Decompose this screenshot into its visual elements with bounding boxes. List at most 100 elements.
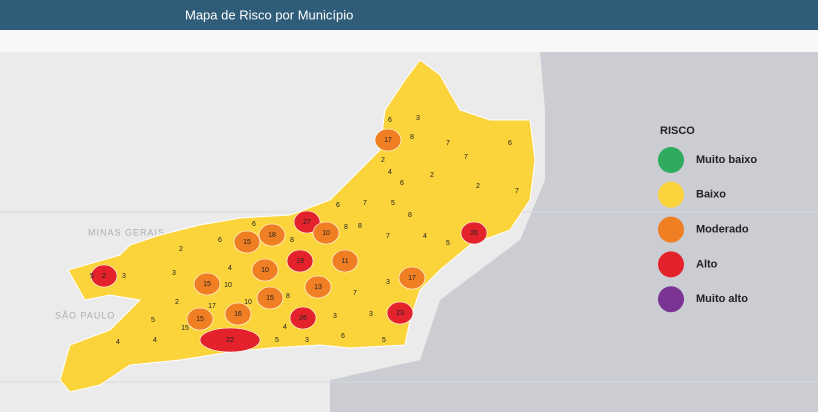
header-title: Mapa de Risco por Município bbox=[185, 7, 353, 22]
legend-title: RISCO bbox=[660, 125, 695, 137]
legend-label: Moderado bbox=[696, 224, 749, 236]
municipality-value: 2 bbox=[179, 246, 183, 253]
ocean bbox=[330, 52, 818, 412]
municipality-value: 22 bbox=[226, 337, 234, 344]
municipality-value: 3 bbox=[416, 115, 420, 122]
municipality-value: 8 bbox=[408, 212, 412, 219]
municipality-value: 3 bbox=[172, 270, 176, 277]
municipality-value: 3 bbox=[386, 279, 390, 286]
municipality-value: 26 bbox=[470, 230, 478, 237]
municipality-value: 13 bbox=[314, 284, 322, 291]
legend: Muito baixo Baixo Moderado Alto Muito alto bbox=[658, 147, 757, 313]
risk-area bbox=[460, 221, 488, 245]
municipality-value: 7 bbox=[386, 233, 390, 240]
municipality-value: 3 bbox=[305, 337, 309, 344]
legend-label: Muito baixo bbox=[696, 154, 757, 166]
municipality-value: 7 bbox=[363, 200, 367, 207]
risk-area bbox=[258, 223, 286, 247]
municipality-value: 3 bbox=[122, 273, 126, 280]
municipality-value: 4 bbox=[388, 169, 392, 176]
municipality-value: 8 bbox=[344, 224, 348, 231]
legend-label: Alto bbox=[696, 258, 718, 270]
municipality-value: 3 bbox=[369, 311, 373, 318]
municipality-value: 6 bbox=[341, 333, 345, 340]
risk-area bbox=[193, 272, 221, 296]
municipality-value: 10 bbox=[322, 230, 330, 237]
municipality-value: 4 bbox=[228, 265, 232, 272]
municipality-value: 2 bbox=[102, 273, 106, 280]
municipality-value: 15 bbox=[181, 325, 189, 332]
municipality-value: 8 bbox=[358, 223, 362, 230]
risk-area bbox=[289, 306, 317, 330]
risk-area bbox=[199, 327, 261, 353]
legend-swatch bbox=[658, 251, 684, 278]
municipality-value: 2 bbox=[476, 183, 480, 190]
municipality-value: 2 bbox=[381, 157, 385, 164]
municipality-value: 5 bbox=[275, 337, 279, 344]
municipality-value: 11 bbox=[341, 258, 348, 265]
region-label: MINAS GERAIS bbox=[88, 227, 165, 237]
legend-label: Baixo bbox=[696, 189, 726, 201]
risk-area bbox=[186, 307, 214, 331]
municipality-value: 7 bbox=[464, 154, 468, 161]
risk-area bbox=[224, 302, 252, 326]
municipality-value: 5 bbox=[151, 317, 155, 324]
municipality-value: 3 bbox=[333, 313, 337, 320]
risk-area bbox=[304, 275, 332, 299]
municipality-value: 4 bbox=[116, 339, 120, 346]
municipality-value: 5 bbox=[90, 273, 94, 280]
municipality-value: 5 bbox=[446, 240, 450, 247]
municipality-value: 6 bbox=[508, 140, 512, 147]
risk-area bbox=[286, 249, 314, 273]
municipality-value: 7 bbox=[515, 188, 519, 195]
municipality-value: 15 bbox=[243, 239, 251, 246]
risk-area bbox=[386, 301, 414, 325]
header-bar bbox=[0, 0, 818, 30]
risk-area bbox=[256, 286, 284, 310]
municipality-value: 27 bbox=[303, 219, 311, 226]
region-label: SÃO PAULO bbox=[55, 310, 115, 320]
risk-area bbox=[398, 266, 426, 290]
risk-area bbox=[374, 128, 402, 152]
municipality-value: 23 bbox=[396, 310, 404, 317]
legend-swatch bbox=[658, 181, 684, 208]
municipality-value: 16 bbox=[234, 311, 242, 318]
municipality-value: 7 bbox=[353, 290, 357, 297]
legend-swatch bbox=[658, 216, 684, 243]
risk-area bbox=[312, 221, 340, 245]
municipality-value: 8 bbox=[286, 293, 290, 300]
municipality-value: 6 bbox=[336, 202, 340, 209]
municipality-value: 7 bbox=[446, 140, 450, 147]
risk-area bbox=[293, 210, 321, 234]
municipality-value: 2 bbox=[430, 172, 434, 179]
municipality-value: 10 bbox=[224, 282, 232, 289]
municipality-value: 6 bbox=[388, 117, 392, 124]
municipality-value: 6 bbox=[400, 180, 404, 187]
municipality-value: 4 bbox=[423, 233, 427, 240]
municipality-value: 26 bbox=[299, 315, 307, 322]
risk-area bbox=[251, 258, 279, 282]
municipality-value: 15 bbox=[266, 295, 274, 302]
municipality-value: 6 bbox=[252, 221, 256, 228]
legend-label: Muito alto bbox=[696, 293, 748, 305]
municipality-value: 15 bbox=[203, 281, 211, 288]
municipality-value: 8 bbox=[410, 134, 414, 141]
municipality-value: 17 bbox=[208, 303, 216, 310]
municipality-value: 4 bbox=[283, 324, 287, 331]
municipality-value: 10 bbox=[261, 267, 269, 274]
risk-area bbox=[331, 249, 359, 273]
legend-swatch bbox=[658, 286, 684, 313]
municipality-value: 18 bbox=[268, 232, 276, 239]
risk-area bbox=[233, 230, 261, 254]
municipality-value: 10 bbox=[244, 299, 252, 306]
municipality-value: 15 bbox=[196, 316, 204, 323]
municipality-value: 17 bbox=[408, 275, 416, 282]
municipality-value: 4 bbox=[153, 337, 157, 344]
municipality-value: 17 bbox=[384, 137, 392, 144]
municipality-value: 5 bbox=[382, 337, 386, 344]
municipality-value: 6 bbox=[218, 237, 222, 244]
municipality-value: 8 bbox=[290, 237, 294, 244]
risk-area bbox=[90, 264, 118, 288]
